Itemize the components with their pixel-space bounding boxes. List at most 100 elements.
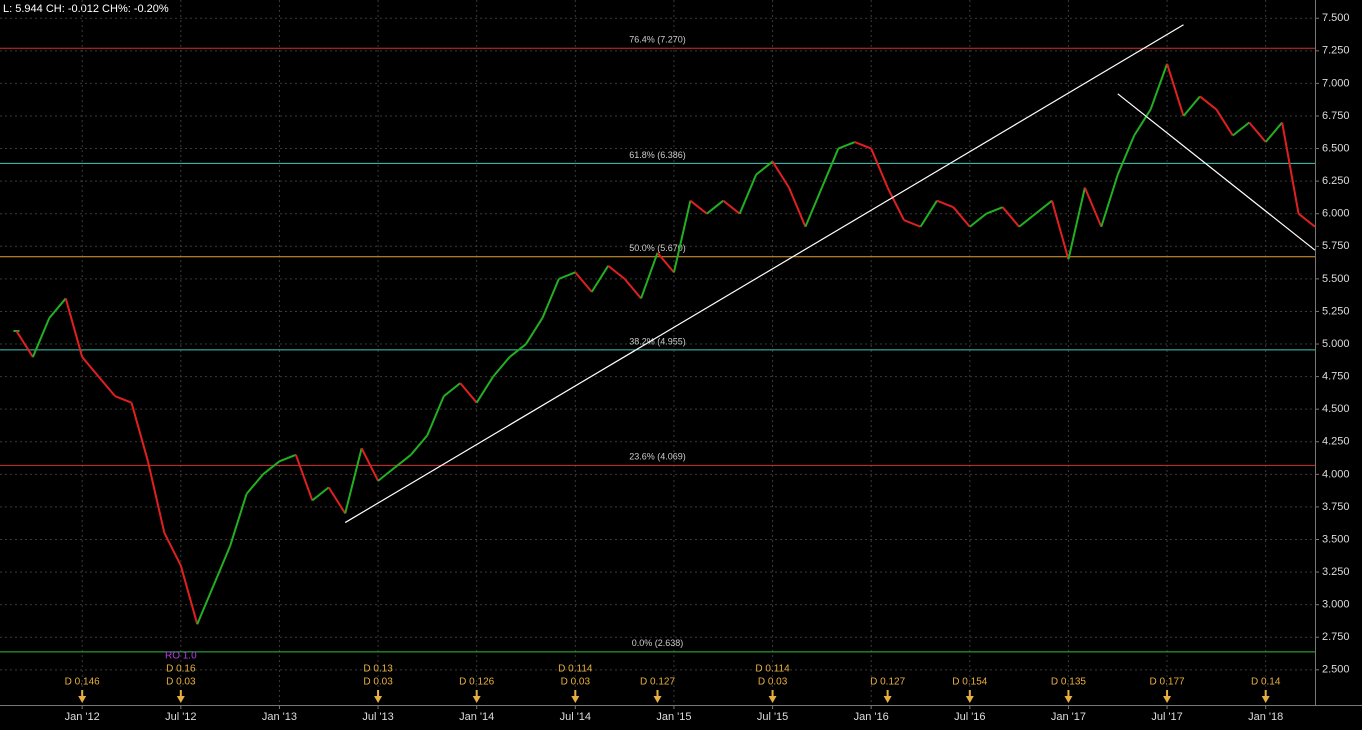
event-label: D 0.177 bbox=[1150, 677, 1185, 688]
event-arrow bbox=[1064, 690, 1073, 703]
price-bar bbox=[804, 187, 823, 228]
price-bar bbox=[410, 434, 429, 456]
price-bar bbox=[294, 454, 314, 501]
price-bar bbox=[541, 278, 560, 319]
price-bar bbox=[1248, 121, 1267, 143]
price-bar bbox=[97, 375, 116, 397]
price-bar bbox=[262, 460, 281, 476]
trendline bbox=[344, 24, 1184, 524]
event-label: D 0.127 bbox=[870, 677, 905, 688]
y-tick-label: 5.000 bbox=[1322, 338, 1350, 350]
price-bar bbox=[1199, 95, 1217, 111]
price-bar bbox=[81, 356, 100, 378]
price-bar bbox=[229, 493, 248, 547]
price-bar bbox=[1215, 108, 1234, 137]
event-arrow bbox=[883, 690, 892, 703]
price-bar bbox=[360, 447, 379, 482]
price-bar bbox=[672, 200, 692, 273]
price-bar bbox=[130, 402, 149, 462]
price-bar bbox=[508, 343, 527, 358]
event-arrow bbox=[571, 690, 580, 703]
price-bar bbox=[1166, 63, 1185, 117]
price-bar bbox=[1133, 108, 1152, 137]
ro-event-label: RO 1.0 bbox=[165, 651, 197, 662]
y-tick-label: 6.750 bbox=[1322, 110, 1350, 122]
y-tick-label: 6.000 bbox=[1322, 208, 1350, 220]
event-arrow bbox=[374, 690, 383, 703]
price-bar bbox=[656, 252, 675, 274]
price-bar bbox=[1297, 212, 1316, 228]
event-label: D 0.03 bbox=[363, 677, 393, 688]
event-label: D 0.114 bbox=[558, 664, 593, 675]
event-arrow bbox=[653, 690, 662, 703]
x-tick-label: Jul '13 bbox=[362, 711, 393, 723]
x-tick-label: Jan '17 bbox=[1051, 711, 1086, 723]
event-label: D 0.03 bbox=[758, 677, 788, 688]
event-label: D 0.03 bbox=[561, 677, 591, 688]
price-bar bbox=[640, 252, 659, 299]
price-bar bbox=[196, 584, 215, 625]
y-tick-label: 4.000 bbox=[1322, 468, 1350, 480]
price-bar bbox=[1034, 199, 1053, 215]
event-arrow bbox=[472, 690, 481, 703]
price-bar bbox=[1100, 174, 1119, 228]
y-tick-label: 2.500 bbox=[1322, 664, 1350, 676]
price-bar bbox=[722, 199, 741, 215]
price-bar bbox=[426, 395, 445, 436]
price-bar bbox=[344, 448, 363, 514]
event-label: D 0.14 bbox=[1251, 677, 1281, 688]
event-label: D 0.126 bbox=[459, 677, 494, 688]
price-bar bbox=[279, 453, 297, 463]
price-bar bbox=[146, 461, 166, 534]
x-tick-label: Jan '12 bbox=[65, 711, 100, 723]
event-label: D 0.154 bbox=[952, 677, 987, 688]
price-bar bbox=[854, 141, 872, 150]
price-bar bbox=[558, 271, 576, 280]
price-bar bbox=[985, 206, 1004, 215]
event-label: D 0.16 bbox=[166, 664, 196, 675]
fib-level-label: 76.4% (7.270) bbox=[629, 35, 686, 45]
y-tick-label: 3.500 bbox=[1322, 533, 1350, 545]
y-tick-label: 4.750 bbox=[1322, 371, 1350, 383]
price-bar bbox=[755, 160, 774, 176]
price-bar bbox=[475, 376, 494, 404]
price-bar bbox=[886, 187, 905, 221]
price-bar bbox=[1182, 95, 1201, 117]
y-tick-label: 7.250 bbox=[1322, 45, 1350, 57]
y-tick-label: 5.500 bbox=[1322, 273, 1350, 285]
price-bar bbox=[689, 199, 708, 215]
y-tick-label: 5.250 bbox=[1322, 305, 1350, 317]
price-bar bbox=[64, 298, 84, 358]
x-tick-label: Jul '14 bbox=[560, 711, 591, 723]
price-bar bbox=[623, 278, 642, 300]
price-bar bbox=[738, 174, 758, 215]
price-bar bbox=[245, 473, 264, 495]
price-bar bbox=[870, 148, 889, 189]
price-bar bbox=[952, 206, 971, 228]
event-arrow bbox=[1261, 690, 1270, 703]
price-bar bbox=[837, 141, 856, 150]
event-label: D 0.13 bbox=[363, 664, 393, 675]
price-bar bbox=[1264, 121, 1283, 143]
fib-level-label: 23.6% (4.069) bbox=[629, 452, 686, 462]
price-bar bbox=[771, 161, 790, 189]
price-bar bbox=[1018, 212, 1037, 228]
price-bar bbox=[1051, 200, 1070, 260]
y-tick-label: 3.250 bbox=[1322, 566, 1350, 578]
event-arrow bbox=[176, 690, 185, 703]
event-arrow bbox=[965, 690, 974, 703]
y-tick-label: 6.250 bbox=[1322, 175, 1350, 187]
x-tick-label: Jan '18 bbox=[1248, 711, 1283, 723]
event-label: D 0.114 bbox=[755, 664, 790, 675]
x-tick-label: Jan '15 bbox=[656, 711, 691, 723]
price-bar bbox=[1001, 206, 1020, 228]
x-tick-label: Jul '12 bbox=[165, 711, 196, 723]
fib-level-label: 61.8% (6.386) bbox=[629, 150, 686, 160]
event-arrow bbox=[78, 690, 87, 703]
x-tick-label: Jan '16 bbox=[854, 711, 889, 723]
trendline bbox=[1117, 93, 1316, 251]
price-bar bbox=[969, 212, 987, 228]
price-bar bbox=[1281, 122, 1300, 214]
